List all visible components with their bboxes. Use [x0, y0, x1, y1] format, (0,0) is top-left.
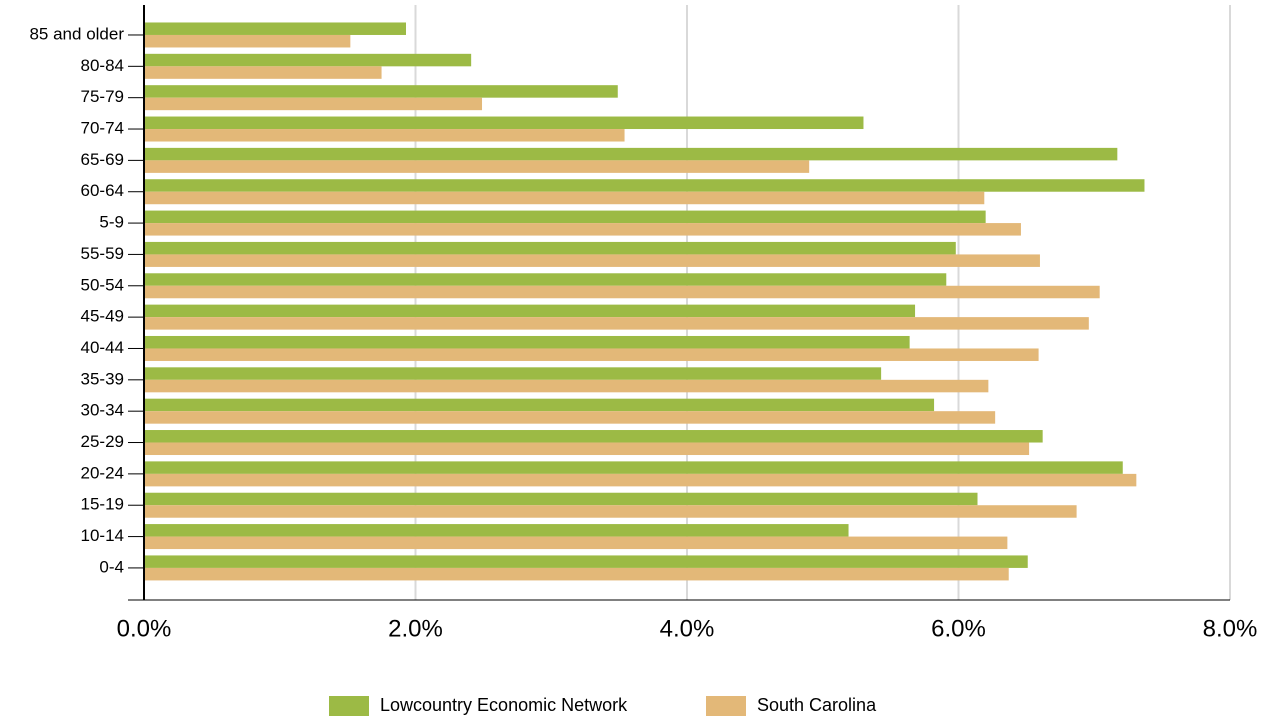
bar	[144, 223, 1021, 236]
y-tick-label: 80-84	[81, 56, 124, 75]
bar	[144, 555, 1028, 568]
bar	[144, 160, 810, 173]
y-tick-label: 60-64	[81, 181, 124, 200]
bar	[144, 179, 1145, 192]
bar	[144, 492, 978, 506]
bar	[144, 317, 1089, 330]
bar	[144, 191, 985, 205]
x-tick-label: 4.0%	[660, 615, 715, 642]
bar	[144, 536, 1008, 550]
y-tick-label: 5-9	[99, 213, 124, 232]
legend-label: Lowcountry Economic Network	[380, 695, 628, 715]
bar	[144, 398, 935, 412]
bar	[144, 304, 916, 318]
x-tick-label: 6.0%	[931, 615, 986, 642]
bar	[144, 97, 483, 111]
bar	[144, 66, 382, 79]
y-tick-label: 50-54	[81, 275, 124, 294]
bar	[144, 567, 1009, 581]
y-tick-label: 85 and older	[29, 24, 124, 43]
bar	[144, 442, 1030, 456]
legend-swatch	[706, 696, 746, 716]
y-tick-label: 25-29	[81, 432, 124, 451]
bar	[144, 147, 1118, 161]
y-tick-label: 55-59	[81, 244, 124, 263]
bar	[144, 524, 849, 537]
legend-swatch	[329, 696, 369, 716]
y-tick-label: 10-14	[81, 526, 124, 545]
y-tick-label: 20-24	[81, 463, 124, 482]
bar	[144, 273, 947, 286]
bar	[144, 335, 910, 349]
bar	[144, 241, 956, 255]
y-tick-label: 15-19	[81, 495, 124, 514]
bar	[144, 411, 996, 424]
y-tick-label: 70-74	[81, 119, 124, 138]
bar	[144, 505, 1077, 518]
x-tick-label: 2.0%	[388, 615, 443, 642]
y-tick-label: 45-49	[81, 307, 124, 326]
bar	[144, 348, 1039, 361]
bar	[144, 473, 1137, 487]
y-tick-label: 35-39	[81, 369, 124, 388]
bar	[144, 367, 882, 380]
bar	[144, 461, 1123, 474]
bar	[144, 116, 864, 130]
bar	[144, 34, 351, 48]
bar	[144, 85, 618, 98]
y-tick-label: 30-34	[81, 401, 124, 420]
x-tick-label: 0.0%	[117, 615, 172, 642]
bar	[144, 379, 989, 393]
bar	[144, 129, 625, 142]
bar	[144, 430, 1043, 443]
y-tick-label: 0-4	[99, 557, 124, 576]
x-tick-label: 8.0%	[1203, 615, 1258, 642]
bar	[144, 210, 986, 224]
legend-label: South Carolina	[757, 695, 877, 715]
bar	[144, 53, 472, 67]
y-tick-label: 40-44	[81, 338, 124, 357]
y-tick-label: 75-79	[81, 87, 124, 106]
y-tick-label: 65-69	[81, 150, 124, 169]
bar	[144, 285, 1100, 299]
bar	[144, 254, 1040, 267]
bar	[144, 22, 406, 35]
